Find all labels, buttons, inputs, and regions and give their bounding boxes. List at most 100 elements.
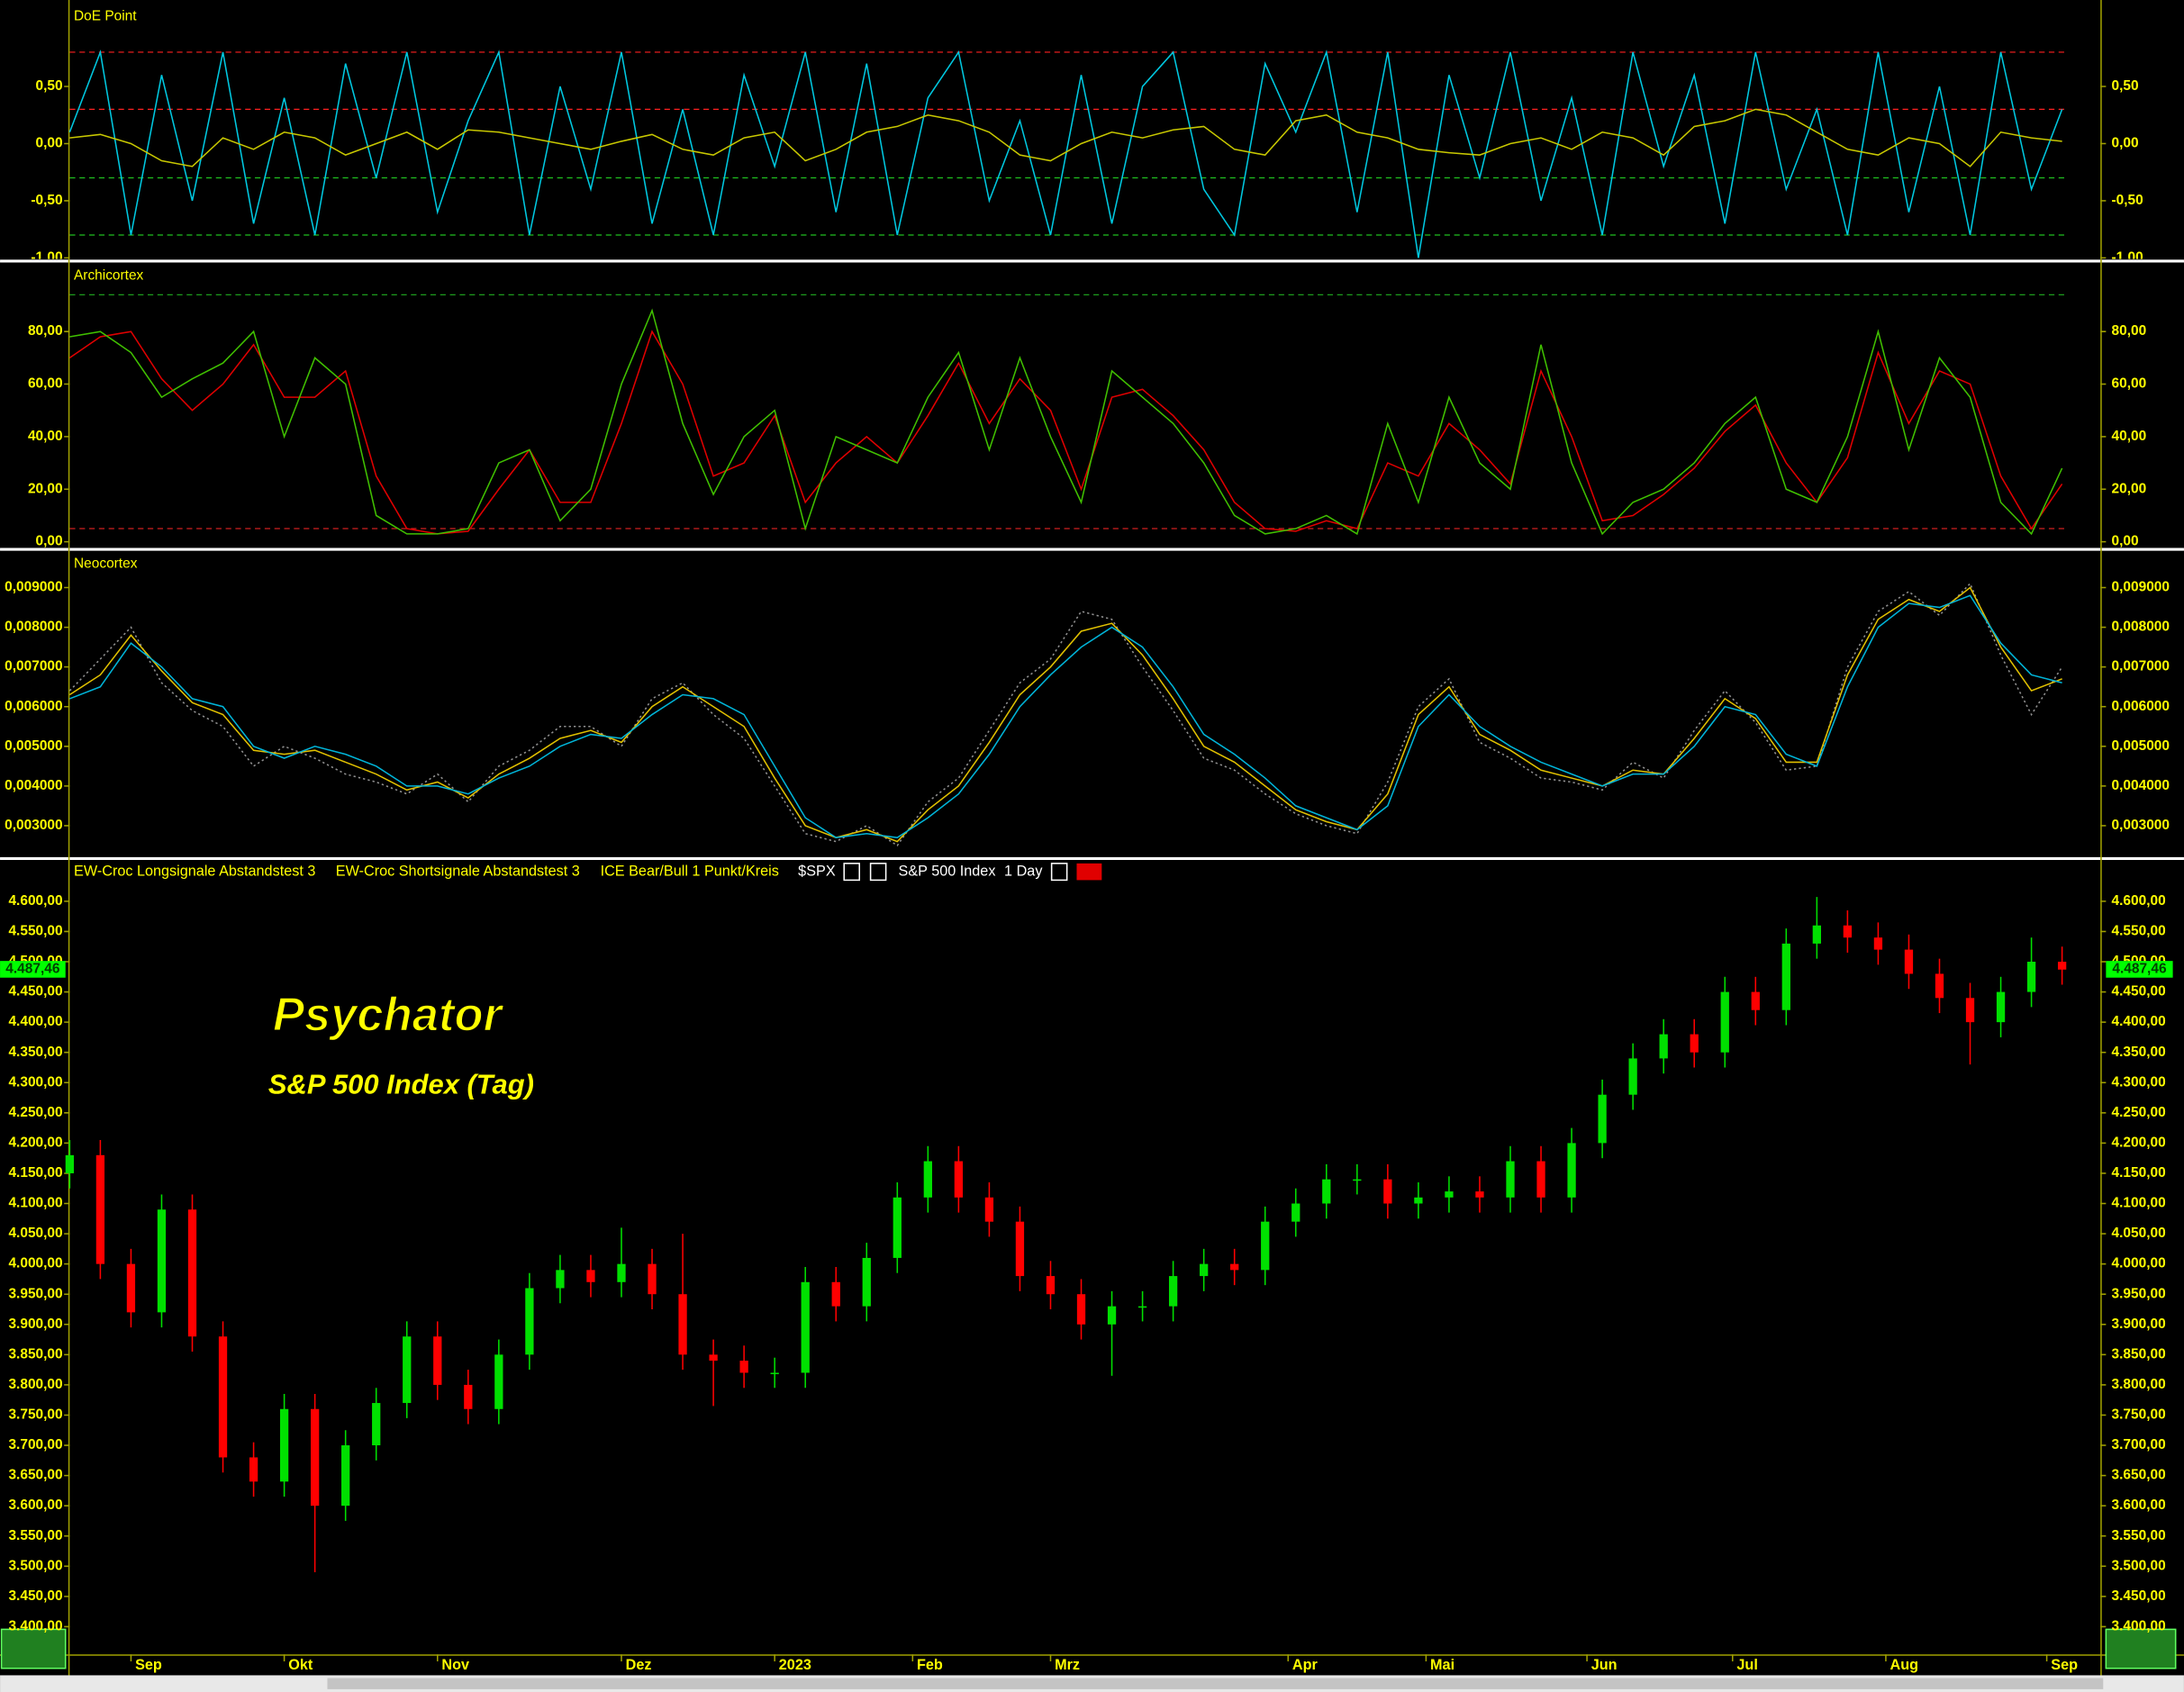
y-tick-label: 0,00 bbox=[36, 534, 63, 549]
candle-body bbox=[954, 1161, 964, 1198]
candle-body bbox=[249, 1457, 258, 1482]
candle-body bbox=[739, 1361, 748, 1373]
y-tick-label: -1,00 bbox=[31, 249, 62, 265]
candle-body bbox=[678, 1294, 687, 1355]
symbol-dropdown[interactable] bbox=[843, 863, 861, 882]
panel-title: Neocortex bbox=[74, 556, 138, 571]
series-line bbox=[68, 586, 2062, 843]
x-tick-label: Jul bbox=[1736, 1657, 1757, 1673]
candle-body bbox=[494, 1354, 503, 1409]
x-tick-label: Feb bbox=[917, 1657, 943, 1673]
candle-body bbox=[648, 1263, 657, 1295]
series-line bbox=[68, 50, 2063, 258]
y-tick-label: 0,50 bbox=[2112, 78, 2139, 94]
last-price-box bbox=[2106, 961, 2173, 978]
y-tick-label: 4.300,00 bbox=[2112, 1074, 2166, 1090]
last-price-box bbox=[0, 961, 66, 978]
candle-body bbox=[1536, 1161, 1545, 1198]
x-tick-label: Dez bbox=[626, 1657, 652, 1673]
style-dropdown[interactable] bbox=[869, 863, 887, 882]
candle-body bbox=[464, 1384, 473, 1409]
annotation-subtitle: S&P 500 Index (Tag) bbox=[268, 1068, 534, 1099]
candle-body bbox=[862, 1257, 871, 1307]
y-tick-label: 3.750,00 bbox=[8, 1407, 62, 1423]
candle-body bbox=[1168, 1276, 1178, 1307]
y-tick-label: 4.450,00 bbox=[2112, 984, 2166, 1000]
candle-body bbox=[617, 1263, 626, 1282]
y-tick-label: 3.600,00 bbox=[2112, 1497, 2166, 1513]
last-price-label: 4.487,46 bbox=[5, 962, 60, 977]
y-tick-label: 0,007000 bbox=[5, 659, 62, 674]
y-tick-label: 3.550,00 bbox=[2112, 1528, 2166, 1543]
candle-body bbox=[1015, 1221, 1025, 1277]
y-tick-label: 3.900,00 bbox=[8, 1317, 62, 1332]
y-tick-label: 4.300,00 bbox=[8, 1074, 62, 1090]
candle-body bbox=[1935, 973, 1944, 999]
y-tick-label: 0,00 bbox=[2112, 534, 2139, 549]
panel: Neocortex 0,003000 0,003000 0,004000 0,00400… bbox=[5, 556, 2170, 847]
candle-body bbox=[2026, 962, 2036, 992]
y-tick-label: 60,00 bbox=[2112, 376, 2147, 392]
y-tick-label: 0,008000 bbox=[2112, 620, 2170, 635]
y-tick-label: 4.000,00 bbox=[8, 1256, 62, 1271]
y-tick-label: 3.500,00 bbox=[8, 1558, 62, 1573]
y-tick-label: 0,009000 bbox=[5, 580, 62, 595]
y-tick-label: -0,50 bbox=[2112, 193, 2143, 208]
scrollbar-thumb[interactable] bbox=[327, 1678, 2104, 1689]
candle-body bbox=[1506, 1161, 1515, 1198]
candle-body bbox=[556, 1270, 565, 1289]
y-tick-label: 4.600,00 bbox=[8, 893, 62, 909]
y-tick-label: 4.350,00 bbox=[2112, 1045, 2166, 1060]
candle-body bbox=[893, 1197, 902, 1258]
panel: DoE Point -1,00 -1,00 -0,50 -0,50 0,00 0,00 0,5… bbox=[31, 9, 2143, 265]
symbol-label[interactable]: $SPX bbox=[798, 863, 836, 879]
y-tick-label: 40,00 bbox=[28, 429, 63, 444]
candle-body bbox=[403, 1336, 412, 1404]
candle-body bbox=[984, 1197, 994, 1222]
interval-dropdown[interactable] bbox=[1050, 863, 1068, 882]
candle-body bbox=[311, 1408, 320, 1507]
y-tick-label: 3.650,00 bbox=[8, 1468, 62, 1483]
candle-body bbox=[1904, 949, 1914, 974]
indicator-label: ICE Bear/Bull 1 Punkt/Kreis bbox=[601, 863, 779, 879]
candle-body bbox=[1322, 1179, 1331, 1204]
candle-body bbox=[1965, 998, 1975, 1023]
close-button[interactable] bbox=[1076, 863, 1102, 881]
y-tick-label: 0,003000 bbox=[5, 818, 62, 833]
x-tick-label: Nov bbox=[441, 1657, 469, 1673]
panel: Archicortex 0,00 0,00 20,00 20,00 40,00 40,00 6… bbox=[28, 267, 2147, 549]
y-tick-label: 0,005000 bbox=[2112, 738, 2170, 754]
candle-body bbox=[1598, 1094, 1607, 1144]
x-tick-label: Jun bbox=[1591, 1657, 1618, 1673]
x-tick-label: Apr bbox=[1292, 1657, 1319, 1673]
y-tick-label: 20,00 bbox=[2112, 481, 2147, 496]
y-tick-label: 80,00 bbox=[28, 323, 63, 339]
candle-body bbox=[770, 1372, 779, 1375]
y-tick-label: 3.800,00 bbox=[2112, 1377, 2166, 1392]
y-tick-label: 4.150,00 bbox=[8, 1165, 62, 1181]
y-tick-label: 3.500,00 bbox=[2112, 1558, 2166, 1573]
y-tick-label: 3.850,00 bbox=[8, 1346, 62, 1362]
candle-body bbox=[1383, 1179, 1392, 1204]
candle-body bbox=[2057, 962, 2067, 970]
candle-body bbox=[126, 1263, 136, 1313]
x-tick-label: 2023 bbox=[779, 1657, 811, 1673]
y-tick-label: 3.700,00 bbox=[2112, 1437, 2166, 1452]
y-tick-label: 4.050,00 bbox=[8, 1226, 62, 1241]
candle-body bbox=[372, 1403, 381, 1446]
y-tick-label: 4.600,00 bbox=[2112, 893, 2166, 909]
y-tick-label: 4.000,00 bbox=[2112, 1256, 2166, 1271]
instrument-label: S&P 500 Index bbox=[899, 863, 996, 879]
y-tick-label: 4.550,00 bbox=[8, 924, 62, 939]
candle-body bbox=[1353, 1179, 1362, 1181]
y-tick-label: 4.100,00 bbox=[2112, 1196, 2166, 1211]
y-tick-label: 3.800,00 bbox=[8, 1377, 62, 1392]
candle-body bbox=[1230, 1263, 1239, 1271]
indicator-label: EW-Croc Shortsignale Abstandstest 3 bbox=[336, 863, 580, 879]
y-tick-label: 3.650,00 bbox=[2112, 1468, 2166, 1483]
y-tick-label: 0,004000 bbox=[2112, 778, 2170, 793]
candle-body bbox=[279, 1408, 289, 1482]
interval-label[interactable]: 1 Day bbox=[1004, 863, 1043, 879]
